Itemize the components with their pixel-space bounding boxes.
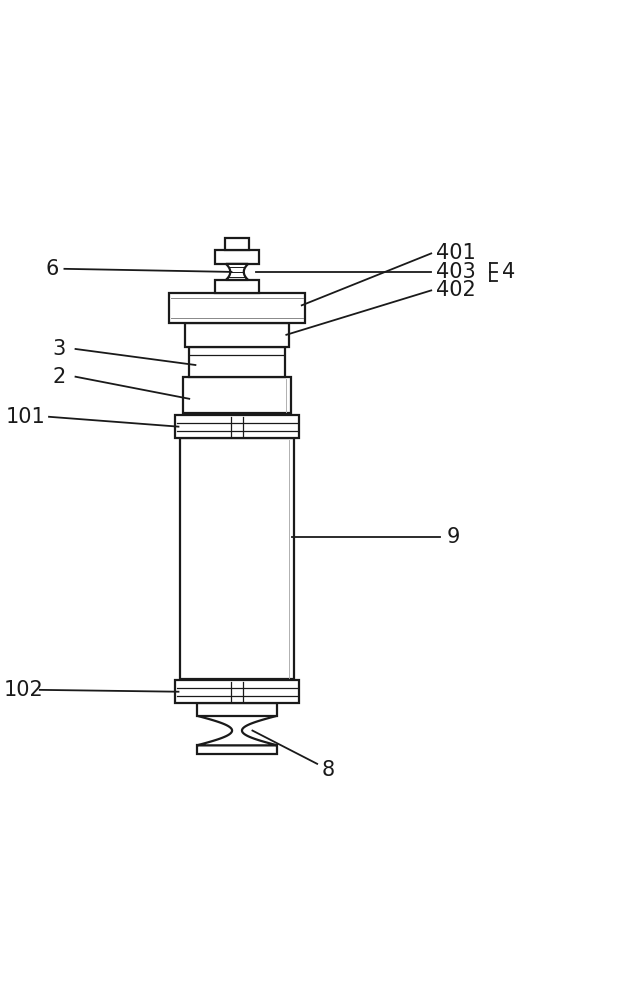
Bar: [197, 703, 277, 716]
Text: 2: 2: [52, 367, 65, 387]
Bar: [185, 323, 289, 347]
Bar: [183, 377, 291, 413]
Bar: [225, 238, 249, 250]
Text: 4: 4: [502, 262, 516, 282]
Bar: [175, 680, 299, 703]
Text: 403: 403: [436, 262, 476, 282]
Bar: [189, 347, 285, 377]
Text: 3: 3: [52, 339, 65, 359]
Bar: [180, 438, 294, 679]
Bar: [175, 415, 299, 438]
Bar: [215, 280, 259, 293]
Polygon shape: [197, 716, 277, 745]
Polygon shape: [226, 264, 248, 280]
Text: 9: 9: [447, 527, 460, 547]
Text: 8: 8: [322, 760, 335, 780]
Text: 6: 6: [46, 259, 59, 279]
Bar: [169, 293, 305, 323]
Text: 102: 102: [4, 680, 44, 700]
Text: 101: 101: [6, 407, 45, 427]
Bar: [215, 250, 259, 264]
Text: 402: 402: [436, 280, 476, 300]
Text: 401: 401: [436, 243, 476, 263]
Bar: [197, 745, 277, 754]
